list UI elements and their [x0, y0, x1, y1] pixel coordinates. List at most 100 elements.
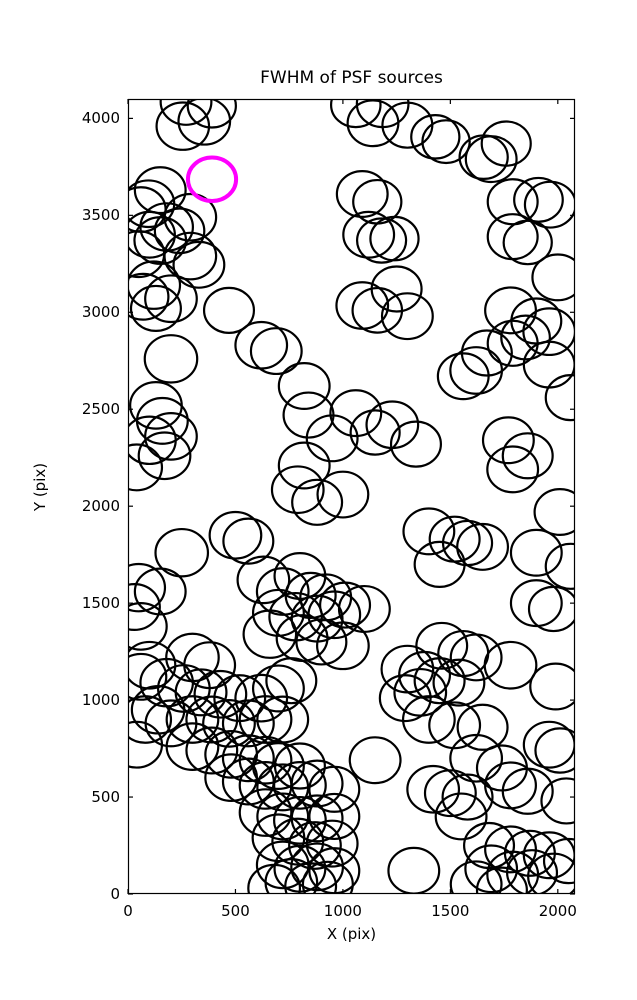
y-tick-label: 1500 [81, 594, 120, 613]
psf-circle [464, 135, 518, 184]
psf-circle [481, 416, 535, 465]
psf-circle [128, 583, 161, 631]
psf-circle [153, 207, 206, 255]
psf-circle [129, 284, 182, 333]
psf-circle [483, 640, 538, 690]
y-tick-label: 4000 [81, 109, 120, 128]
psf-circle [428, 701, 482, 750]
psf-circle [370, 265, 423, 313]
psf-circle [172, 240, 226, 289]
psf-circle [319, 581, 372, 629]
psf-circle [128, 652, 168, 701]
psf-circle [305, 819, 359, 868]
psf-circle [410, 113, 461, 160]
psf-circle [221, 699, 275, 748]
psf-circle [346, 99, 400, 148]
psf-circle [284, 862, 338, 894]
psf-circle [249, 327, 303, 376]
psf-circle [291, 478, 344, 526]
psf-circle [143, 334, 199, 384]
psf-circle [273, 761, 327, 810]
psf-circle [449, 346, 504, 395]
psf-circle [308, 765, 361, 813]
psf-circle [236, 555, 291, 605]
psf-circle [501, 432, 554, 480]
psf-circle [380, 292, 434, 341]
psf-circle [505, 849, 559, 894]
psf-circle [185, 726, 239, 775]
psf-circle [335, 170, 389, 218]
psf-circle [413, 657, 466, 705]
psf-circle [128, 562, 167, 613]
psf-circle [265, 657, 318, 705]
x-tick-label: 0 [123, 902, 133, 920]
psf-circle [544, 542, 575, 590]
psf-circle [458, 134, 509, 180]
psf-circle [355, 217, 408, 264]
psf-circle [202, 286, 256, 334]
psf-circle [128, 230, 166, 279]
psf-circle [534, 727, 575, 774]
psf-circle [208, 510, 263, 560]
psf-circle [480, 120, 532, 167]
psf-circle [523, 180, 575, 229]
psf-circle [305, 414, 359, 463]
psf-circle [128, 443, 164, 492]
psf-circle [165, 695, 220, 744]
psf-circle [193, 669, 248, 719]
psf-circle [251, 664, 305, 713]
psf-circle [542, 837, 575, 885]
psf-circle [159, 99, 213, 126]
psf-circle [128, 695, 173, 744]
psf-circle [242, 609, 298, 659]
psf-circle [329, 389, 383, 438]
psf-circle [277, 362, 331, 410]
psf-circle [531, 253, 575, 302]
psf-circle [329, 99, 382, 129]
highlighted-psf-circle [185, 155, 239, 203]
psf-circle [154, 527, 210, 578]
psf-circle [527, 585, 575, 633]
x-tick-label: 1000 [323, 902, 362, 920]
psf-circle [456, 703, 509, 751]
psf-circle [533, 488, 575, 536]
psf-circle [144, 412, 198, 461]
psf-circle [475, 866, 528, 894]
psf-circle [144, 274, 198, 324]
psf-circle [256, 763, 310, 812]
psf-circle [264, 858, 319, 894]
psf-circle [128, 720, 164, 769]
psf-circle [135, 396, 189, 445]
x-tick-label: 500 [221, 902, 250, 920]
psf-circle [413, 540, 466, 588]
psf-circle [484, 286, 537, 335]
psf-circle [348, 736, 402, 785]
psf-circle [295, 618, 348, 666]
psf-circle [502, 219, 553, 266]
psf-circle [238, 788, 293, 837]
y-tick-label: 3500 [81, 206, 120, 225]
psf-circle [133, 567, 187, 616]
psf-circle [432, 658, 486, 707]
y-tick-label: 2500 [81, 400, 120, 419]
x-axis-label: X (pix) [326, 925, 377, 943]
psf-circle [509, 528, 563, 577]
psf-circle [288, 821, 342, 870]
psf-circle [186, 99, 237, 129]
axes-frame [127, 98, 576, 895]
y-tick-label: 500 [91, 788, 120, 807]
page-title: FWHM of PSF sources [260, 68, 443, 88]
psf-circle [441, 773, 494, 821]
psf-circle [251, 588, 305, 637]
x-tick-label: 2000 [538, 902, 577, 920]
psf-circle [529, 662, 575, 711]
psf-circle [406, 764, 461, 814]
psf-circle [155, 101, 211, 151]
psf-circle [522, 340, 575, 389]
psf-circle [185, 695, 239, 744]
psf-circle [449, 860, 503, 894]
psf-circle [204, 753, 259, 803]
psf-circle [177, 99, 232, 146]
